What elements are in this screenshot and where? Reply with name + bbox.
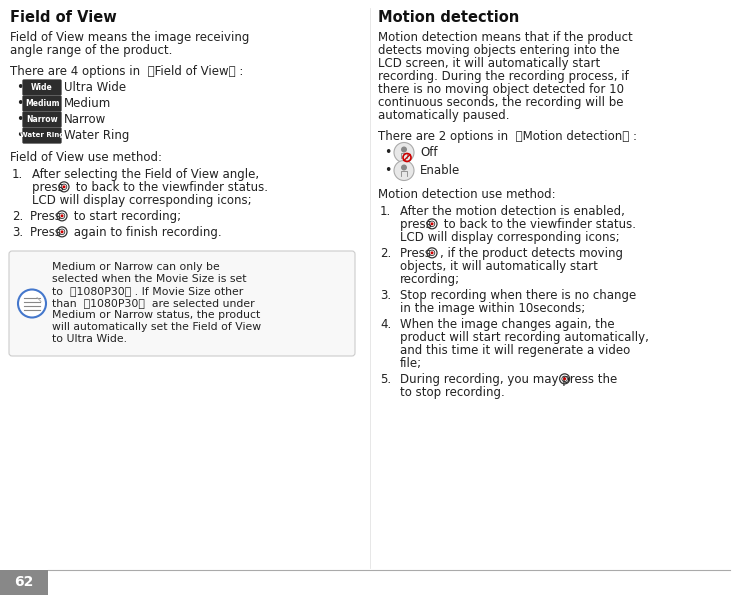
Text: Enable: Enable	[420, 164, 460, 177]
Text: 1.: 1.	[12, 168, 23, 181]
Text: file;: file;	[400, 357, 422, 370]
Text: recording;: recording;	[400, 273, 460, 286]
Text: LCD will display corresponding icons;: LCD will display corresponding icons;	[400, 231, 619, 244]
Text: Medium: Medium	[24, 99, 59, 108]
Text: detects moving objects entering into the: detects moving objects entering into the	[378, 44, 619, 57]
Text: Narrow: Narrow	[26, 115, 58, 124]
Text: Water Ring: Water Ring	[20, 133, 64, 139]
Text: 5.: 5.	[380, 373, 391, 386]
Text: Medium or Narrow status, the product: Medium or Narrow status, the product	[52, 310, 260, 320]
Text: Off: Off	[420, 146, 437, 159]
Text: to back to the viewfinder status.: to back to the viewfinder status.	[440, 218, 636, 231]
Text: •: •	[16, 129, 24, 142]
Text: Wide: Wide	[31, 83, 53, 92]
Text: After selecting the Field of View angle,: After selecting the Field of View angle,	[32, 168, 259, 181]
Text: Stop recording when there is no change: Stop recording when there is no change	[400, 289, 636, 302]
Circle shape	[394, 142, 414, 162]
Text: and this time it will regenerate a video: and this time it will regenerate a video	[400, 344, 630, 357]
Text: When the image changes again, the: When the image changes again, the	[400, 318, 615, 331]
Text: LCD screen, it will automatically start: LCD screen, it will automatically start	[378, 57, 600, 70]
Text: product will start recording automatically,: product will start recording automatical…	[400, 331, 649, 344]
Text: After the motion detection is enabled,: After the motion detection is enabled,	[400, 205, 625, 218]
Text: again to finish recording.: again to finish recording.	[69, 226, 221, 239]
Text: 62: 62	[14, 575, 34, 590]
Text: continuous seconds, the recording will be: continuous seconds, the recording will b…	[378, 96, 624, 109]
FancyBboxPatch shape	[22, 127, 61, 143]
Text: Press: Press	[30, 226, 65, 239]
FancyBboxPatch shape	[9, 251, 355, 356]
Text: Water Ring: Water Ring	[64, 129, 129, 142]
Text: •: •	[16, 81, 24, 94]
Circle shape	[63, 186, 66, 189]
Text: Narrow: Narrow	[64, 113, 106, 126]
Text: LCD will display corresponding icons;: LCD will display corresponding icons;	[32, 194, 251, 207]
Text: Press: Press	[30, 210, 65, 223]
Text: 3.: 3.	[380, 289, 391, 302]
Text: Field of View: Field of View	[10, 10, 117, 25]
Text: There are 2 options in  『Motion detection』 :: There are 2 options in 『Motion detection…	[378, 130, 637, 143]
Circle shape	[401, 146, 407, 152]
Text: recording. During the recording process, if: recording. During the recording process,…	[378, 70, 629, 83]
Text: to  『1080P30』 . If Movie Size other: to 『1080P30』 . If Movie Size other	[52, 286, 243, 296]
Text: will automatically set the Field of View: will automatically set the Field of View	[52, 322, 261, 332]
Text: in the image within 10seconds;: in the image within 10seconds;	[400, 302, 585, 315]
Text: •: •	[384, 146, 392, 159]
Text: 3.: 3.	[12, 226, 23, 239]
Text: than  『1080P30』  are selected under: than 『1080P30』 are selected under	[52, 298, 255, 308]
Text: Motion detection means that if the product: Motion detection means that if the produ…	[378, 31, 633, 44]
Text: Motion detection use method:: Motion detection use method:	[378, 188, 556, 201]
Text: selected when the Movie Size is set: selected when the Movie Size is set	[52, 274, 247, 284]
Text: Motion detection: Motion detection	[378, 10, 520, 25]
Circle shape	[431, 223, 434, 226]
Circle shape	[18, 290, 46, 318]
Text: , if the product detects moving: , if the product detects moving	[440, 247, 622, 260]
Circle shape	[431, 251, 434, 254]
Circle shape	[61, 230, 64, 233]
Text: objects, it will automatically start: objects, it will automatically start	[400, 260, 598, 273]
Text: •: •	[384, 164, 392, 177]
Text: angle range of the product.: angle range of the product.	[10, 44, 172, 57]
Text: 1.: 1.	[380, 205, 391, 218]
FancyBboxPatch shape	[22, 111, 61, 127]
FancyBboxPatch shape	[0, 570, 48, 595]
Text: There are 4 options in  『Field of View』 :: There are 4 options in 『Field of View』 :	[10, 65, 243, 78]
Text: press: press	[32, 181, 67, 194]
Text: •: •	[16, 97, 24, 110]
FancyBboxPatch shape	[22, 96, 61, 111]
Circle shape	[563, 377, 566, 380]
Text: During recording, you may press the: During recording, you may press the	[400, 373, 621, 386]
Text: press: press	[400, 218, 435, 231]
Text: 4.: 4.	[380, 318, 391, 331]
Text: to Ultra Wide.: to Ultra Wide.	[52, 334, 127, 344]
Text: 2.: 2.	[12, 210, 23, 223]
Text: Field of View use method:: Field of View use method:	[10, 151, 162, 164]
Text: to start recording;: to start recording;	[69, 210, 180, 223]
Text: Field of View means the image receiving: Field of View means the image receiving	[10, 31, 249, 44]
Text: there is no moving object detected for 10: there is no moving object detected for 1…	[378, 83, 624, 96]
Circle shape	[61, 214, 64, 217]
Text: Ultra Wide: Ultra Wide	[64, 81, 126, 94]
Text: 2.: 2.	[380, 247, 391, 260]
FancyBboxPatch shape	[22, 80, 61, 96]
Text: Medium or Narrow can only be: Medium or Narrow can only be	[52, 262, 219, 272]
Circle shape	[401, 164, 407, 171]
Text: to stop recording.: to stop recording.	[400, 386, 505, 399]
Text: Medium: Medium	[64, 97, 112, 110]
Text: Press: Press	[400, 247, 435, 260]
Circle shape	[394, 161, 414, 180]
Text: automatically paused.: automatically paused.	[378, 109, 509, 122]
Text: to back to the viewfinder status.: to back to the viewfinder status.	[72, 181, 268, 194]
Text: •: •	[16, 113, 24, 126]
